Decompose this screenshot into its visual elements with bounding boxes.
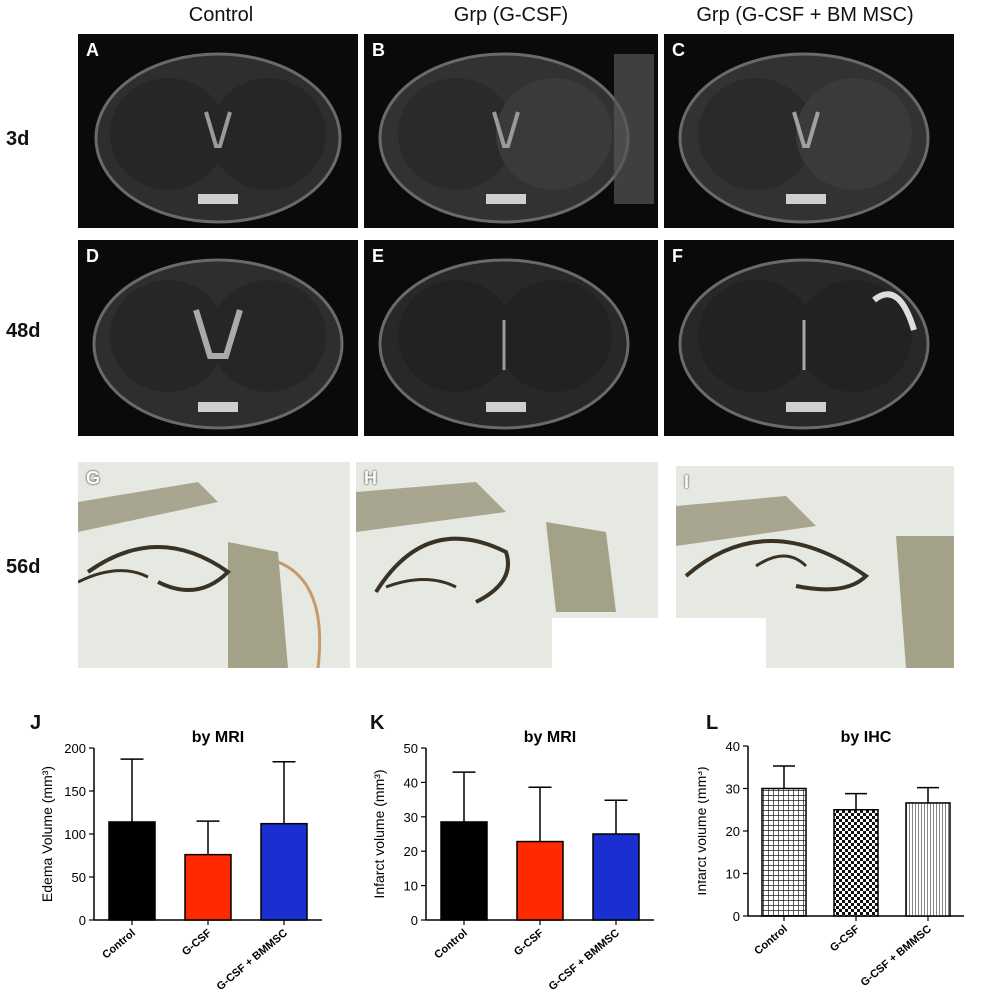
bar [761,787,807,917]
y-tick-label: 40 [726,739,740,754]
mri-panel-a: A [78,34,358,228]
column-title-gcsf-bmmsc: Grp (G-CSF + BM MSC) [696,4,914,26]
y-tick-label: 50 [72,870,86,885]
y-tick-label: 200 [64,741,86,756]
y-tick-label: 150 [64,784,86,799]
y-tick-label: 30 [404,810,418,825]
panel-letter-c: C [672,40,685,60]
chart-title: by MRI [524,729,576,746]
row-label-56d: 56d [6,556,41,578]
y-axis-label: Infarct volume (mm³) [371,769,387,898]
panel-letter-d: D [86,246,99,266]
panel-letter-e: E [372,246,385,266]
chart-title: by MRI [192,729,244,746]
hippocampus-section-image [78,462,350,668]
bar [592,833,640,921]
y-tick-label: 0 [79,913,86,928]
ihc-panel-g: G [78,462,350,668]
ihc-panel-i: I [676,466,954,668]
chart-title: by IHC [841,729,892,746]
bar [108,821,156,921]
bar [260,822,308,921]
bar [440,821,488,921]
brain-section-image [94,52,342,224]
y-tick-label: 30 [726,782,740,797]
infarct-volume-ihc-chart: by IHC 0 10 20 30 40 Infarct volume (mm³) Contr… [698,729,964,989]
chart-letter-l: L [706,712,719,734]
x-tick-label: Control [432,927,470,961]
y-tick-label: 10 [726,867,740,882]
mri-panel-f: F [664,240,954,436]
chart-letter-k: K [370,712,385,734]
panel-letter-b: B [372,40,385,60]
brain-section-image [678,52,930,224]
brain-section-image [678,258,930,430]
infarct-volume-mri-chart: by MRI 0 10 20 30 40 50 Infarct volume (mm³) Con… [371,729,654,993]
edema-volume-chart: by MRI 0 50 100 150 200 Edema Volume (mm³) Cont… [39,729,322,993]
panel-letter-g: G [86,468,101,488]
x-tick-label: Control [100,927,138,961]
column-title-gcsf: Grp (G-CSF) [453,4,569,26]
mri-panel-e: E [364,240,658,436]
y-tick-label: 20 [726,824,740,839]
hippocampus-section-image [356,462,658,668]
y-tick-label: 10 [404,879,418,894]
y-axis-label: Infarct volume (mm³) [698,766,709,895]
hippocampus-section-image [676,466,954,668]
ihc-panel-h: H [356,462,658,668]
bar [516,840,564,921]
panel-letter-f: F [672,246,683,266]
bar [833,809,879,917]
bar [905,802,951,917]
x-tick-label: G-CSF [828,923,862,954]
x-tick-label: G-CSF + BMMSC [859,923,934,989]
y-tick-label: 20 [404,844,418,859]
brain-section-image [92,258,344,430]
x-tick-label: G-CSF [180,927,214,958]
y-axis-label: Edema Volume (mm³) [39,766,55,902]
row-label-3d: 3d [6,128,30,150]
row-label-48d: 48d [6,320,41,342]
x-tick-label: Control [752,923,790,957]
y-tick-label: 40 [404,775,418,790]
x-tick-label: G-CSF [512,927,546,958]
mri-panel-c: C [664,34,954,228]
column-title-control: Control [188,4,254,26]
mri-panel-d: D [78,240,358,436]
bar [184,853,232,921]
y-tick-label: 50 [404,741,418,756]
y-tick-label: 0 [411,913,418,928]
y-tick-label: 100 [64,827,86,842]
panel-letter-h: H [364,468,377,488]
brain-section-image [378,258,630,430]
panel-letter-a: A [86,40,99,60]
panel-letter-i: I [684,472,690,492]
brain-section-image [378,52,654,224]
chart-letter-j: J [30,712,42,734]
mri-panel-b: B [364,34,658,228]
x-tick-label: G-CSF + BMMSC [547,927,622,993]
x-tick-label: G-CSF + BMMSC [215,927,290,993]
y-tick-label: 0 [733,909,740,924]
